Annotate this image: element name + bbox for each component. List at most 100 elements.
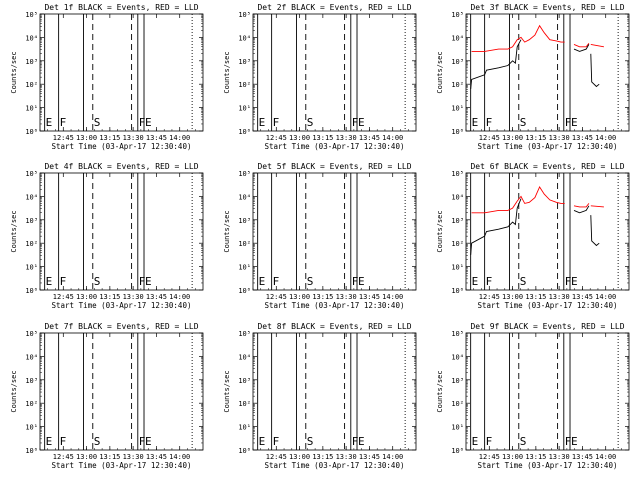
- detector-panel-2f: Det 2f BLACK = Events, RED = LLD 10⁰ 10¹ 10…: [223, 3, 417, 151]
- lld-series-line: [590, 43, 604, 48]
- x-tick-label: 13:00: [502, 453, 523, 461]
- x-tick-label: 12:45: [53, 453, 74, 461]
- panel-title: Det 2f BLACK = Events, RED = LLD: [257, 3, 411, 12]
- y-tick-label: 10⁵: [238, 330, 251, 338]
- y-tick-label: 10³: [451, 217, 464, 225]
- y-tick-label: 10⁵: [25, 330, 38, 338]
- y-tick-label: 10⁵: [451, 330, 464, 338]
- y-tick-label: 10³: [25, 58, 38, 66]
- marker-label: F: [486, 275, 493, 288]
- x-tick-label: 13:45: [359, 453, 380, 461]
- x-tick-label: 14:00: [595, 453, 616, 461]
- marker-label: F: [565, 435, 572, 448]
- y-tick-label: 10²: [238, 240, 251, 248]
- x-tick-label: 13:15: [312, 134, 333, 142]
- x-tick-label: 14:00: [595, 134, 616, 142]
- y-axis-label: Counts/sec: [436, 210, 444, 252]
- detector-panel-8f: Det 8f BLACK = Events, RED = LLD 10⁰ 10¹ 10…: [223, 322, 417, 470]
- marker-label: F: [352, 275, 359, 288]
- marker-label: F: [273, 116, 280, 129]
- marker-label: E: [46, 116, 53, 129]
- y-tick-label: 10³: [451, 377, 464, 385]
- x-tick-label: 13:00: [76, 293, 97, 301]
- x-tick-label: 13:00: [502, 134, 523, 142]
- lld-series-line: [471, 24, 565, 52]
- y-tick-label: 10⁵: [451, 170, 464, 178]
- x-tick-label: 13:15: [312, 453, 333, 461]
- x-tick-label: 12:45: [479, 453, 500, 461]
- marker-label: E: [358, 275, 365, 288]
- marker-label: S: [94, 275, 101, 288]
- x-tick-label: 12:45: [479, 293, 500, 301]
- events-series-line: [470, 39, 522, 89]
- plot-frame: [252, 172, 417, 291]
- lld-series-line: [573, 203, 590, 208]
- y-tick-label: 10⁴: [451, 34, 464, 42]
- marker-label: E: [145, 435, 152, 448]
- x-tick-label: 14:00: [382, 453, 403, 461]
- x-tick-label: 13:15: [99, 293, 120, 301]
- lld-series-line: [471, 186, 565, 214]
- x-tick-label: 13:45: [146, 293, 167, 301]
- marker-label: E: [571, 275, 578, 288]
- detector-panel-3f: Det 3f BLACK = Events, RED = LLD 10⁰ 10¹ 10…: [436, 3, 630, 151]
- x-tick-label: 13:30: [123, 134, 144, 142]
- y-tick-label: 10⁴: [25, 353, 38, 361]
- y-axis-label: Counts/sec: [223, 210, 231, 252]
- x-tick-label: 12:45: [479, 134, 500, 142]
- y-tick-label: 10⁴: [238, 193, 251, 201]
- y-axis-label: Counts/sec: [223, 51, 231, 93]
- events-series-line: [470, 198, 522, 255]
- marker-label: E: [259, 275, 266, 288]
- plot-frame: [465, 332, 630, 451]
- y-tick-label: 10²: [451, 400, 464, 408]
- x-tick-label: 13:30: [336, 134, 357, 142]
- x-tick-label: 14:00: [382, 134, 403, 142]
- lld-series-line: [573, 43, 590, 48]
- y-tick-label: 10²: [25, 81, 38, 89]
- panel-title: Det 7f BLACK = Events, RED = LLD: [44, 322, 198, 331]
- marker-label: F: [60, 116, 67, 129]
- y-tick-label: 10²: [238, 81, 251, 89]
- y-tick-label: 10¹: [238, 105, 251, 113]
- marker-label: E: [571, 116, 578, 129]
- x-tick-label: 13:30: [549, 453, 570, 461]
- x-axis-label: Start Time (03-Apr-17 12:30:40): [478, 142, 618, 151]
- x-tick-label: 13:45: [146, 134, 167, 142]
- y-tick-label: 10⁴: [25, 193, 38, 201]
- marker-label: S: [94, 116, 101, 129]
- marker-label: E: [472, 116, 479, 129]
- x-axis-label: Start Time (03-Apr-17 12:30:40): [478, 301, 618, 310]
- y-tick-label: 10¹: [451, 105, 464, 113]
- panel-title: Det 1f BLACK = Events, RED = LLD: [44, 3, 198, 12]
- y-axis-label: Counts/sec: [436, 370, 444, 412]
- x-tick-label: 13:00: [76, 134, 97, 142]
- x-tick-label: 13:30: [549, 134, 570, 142]
- x-tick-label: 14:00: [169, 453, 190, 461]
- detector-panel-5f: Det 5f BLACK = Events, RED = LLD 10⁰ 10¹ 10…: [223, 162, 417, 310]
- marker-label: S: [520, 116, 527, 129]
- y-tick-label: 10¹: [238, 424, 251, 432]
- panel-title: Det 9f BLACK = Events, RED = LLD: [470, 322, 624, 331]
- x-tick-label: 13:00: [76, 453, 97, 461]
- y-tick-label: 10⁴: [238, 353, 251, 361]
- x-tick-label: 14:00: [382, 293, 403, 301]
- x-axis-label: Start Time (03-Apr-17 12:30:40): [52, 461, 192, 470]
- marker-label: S: [94, 435, 101, 448]
- marker-label: E: [472, 435, 479, 448]
- marker-label: E: [358, 116, 365, 129]
- x-tick-label: 12:45: [53, 293, 74, 301]
- x-tick-label: 13:30: [336, 293, 357, 301]
- events-series-line: [573, 205, 590, 214]
- detector-panel-7f: Det 7f BLACK = Events, RED = LLD 10⁰ 10¹ 10…: [10, 322, 204, 470]
- events-series-line: [573, 44, 590, 52]
- x-tick-label: 13:30: [123, 293, 144, 301]
- marker-label: F: [352, 435, 359, 448]
- marker-label: E: [472, 275, 479, 288]
- y-tick-label: 10¹: [25, 105, 38, 113]
- y-tick-label: 10⁰: [451, 128, 464, 136]
- y-tick-label: 10⁴: [25, 34, 38, 42]
- marker-label: S: [307, 275, 314, 288]
- marker-label: E: [571, 435, 578, 448]
